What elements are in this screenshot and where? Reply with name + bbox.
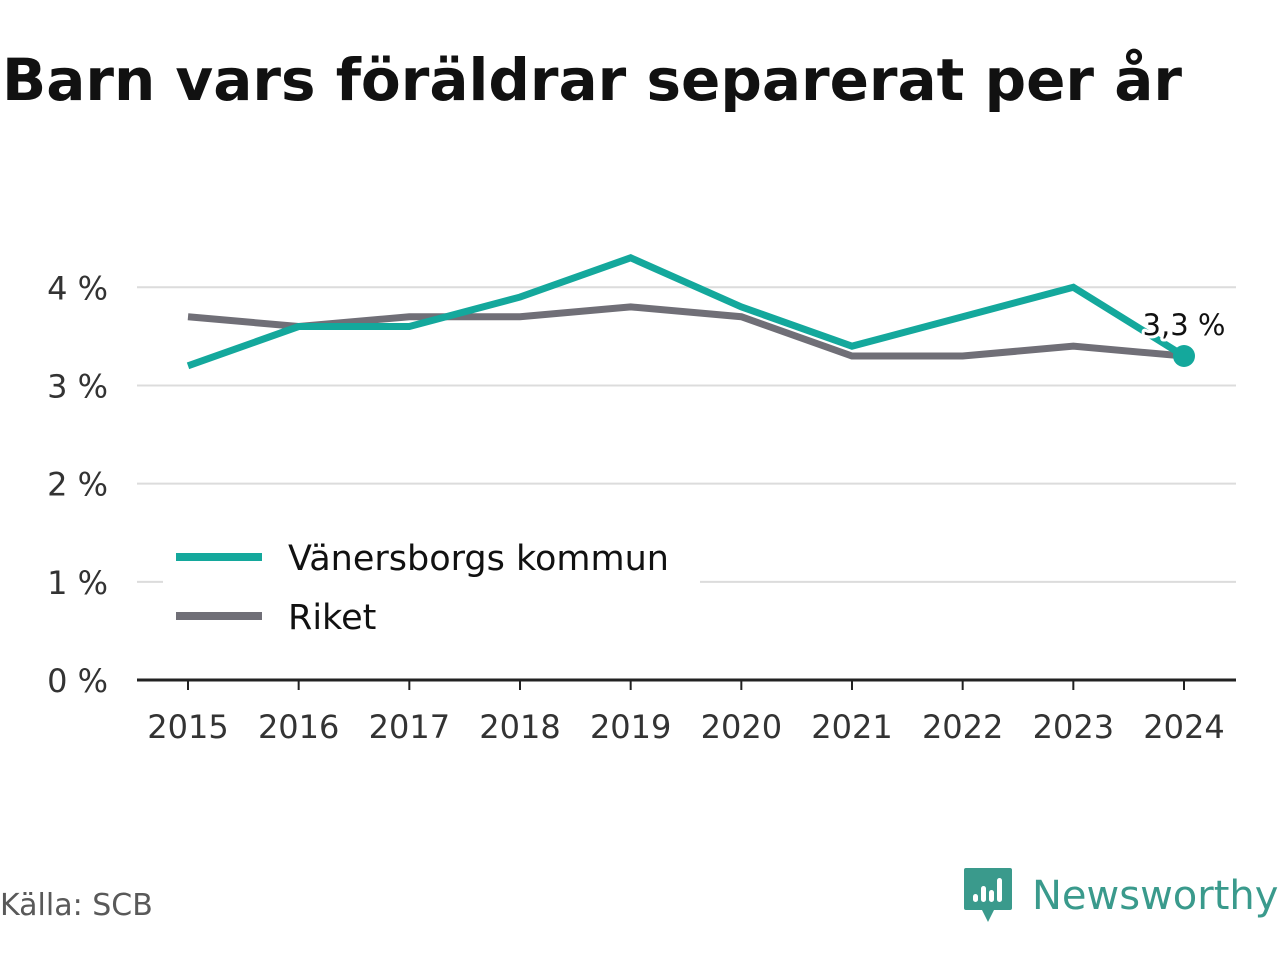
brand-name: Newsworthy — [1032, 873, 1279, 919]
legend-label: Riket — [288, 598, 376, 638]
brand-logo: Newsworthy — [962, 864, 1278, 928]
series-line — [187, 303, 1185, 360]
x-tick-label: 2016 — [258, 708, 339, 746]
series-line — [186, 254, 1186, 370]
newsworthy-logo-icon — [964, 868, 1012, 922]
y-tick-label: 4 % — [47, 269, 108, 307]
x-tick-label: 2021 — [811, 708, 892, 746]
legend-background — [163, 530, 700, 642]
x-tick-label: 2017 — [369, 708, 450, 746]
y-tick-label: 1 % — [47, 564, 108, 602]
y-axis-ticks: 0 % 1 % 2 % 3 % 4 % — [47, 269, 108, 700]
x-tick-label: 2015 — [147, 708, 228, 746]
x-tick-label: 2022 — [922, 708, 1003, 746]
x-axis: 2015 2016 2017 2018 2019 2020 2021 2022 2023 2024 — [137, 678, 1236, 746]
annotations: 3,3 % — [1140, 305, 1228, 367]
x-tick-label: 2024 — [1143, 708, 1224, 746]
y-tick-label: 0 % — [47, 662, 108, 700]
source-note: Källa: SCB — [0, 888, 153, 923]
legend: Vänersborgs kommun Riket — [163, 530, 700, 642]
y-tick-label: 3 % — [47, 367, 108, 405]
x-tick-label: 2023 — [1033, 708, 1114, 746]
end-point-marker — [1173, 345, 1195, 367]
x-tick-label: 2018 — [479, 708, 560, 746]
chart-title: Barn vars föräldrar separerat per år — [2, 46, 1182, 114]
end-value-label: 3,3 % — [1143, 308, 1226, 342]
x-tick-label: 2019 — [590, 708, 671, 746]
y-tick-label: 2 % — [47, 466, 108, 504]
x-tick-label: 2020 — [701, 708, 782, 746]
legend-label: Vänersborgs kommun — [288, 539, 669, 579]
series-lines — [186, 254, 1186, 370]
